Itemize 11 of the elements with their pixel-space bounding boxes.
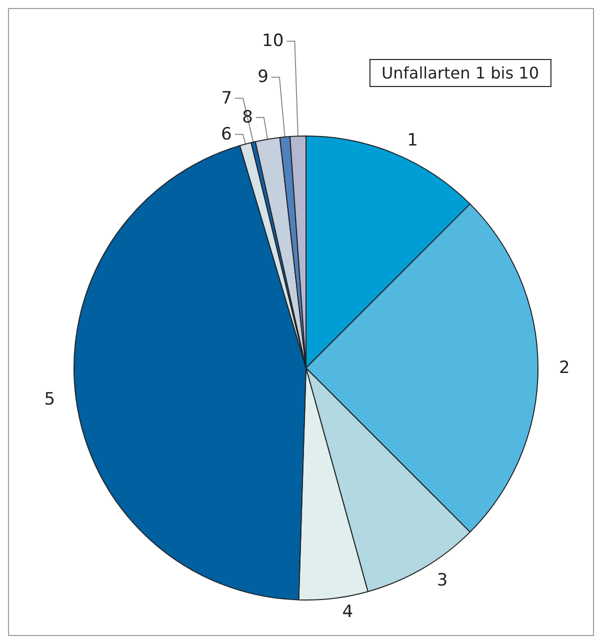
- slice-label: 3: [436, 570, 448, 591]
- slice-label: 2: [559, 358, 570, 378]
- slice-label: 4: [342, 602, 354, 622]
- slice-label: 5: [44, 390, 56, 410]
- slice-label: 8: [242, 108, 253, 128]
- slice-label: 10: [262, 31, 284, 52]
- slice-label: 9: [258, 67, 268, 88]
- slice-label: 1: [407, 130, 418, 151]
- slice-label: 7: [221, 88, 232, 108]
- text: Unfallarten 1 bis 10: [381, 64, 540, 82]
- slice-label: 6: [221, 124, 232, 144]
